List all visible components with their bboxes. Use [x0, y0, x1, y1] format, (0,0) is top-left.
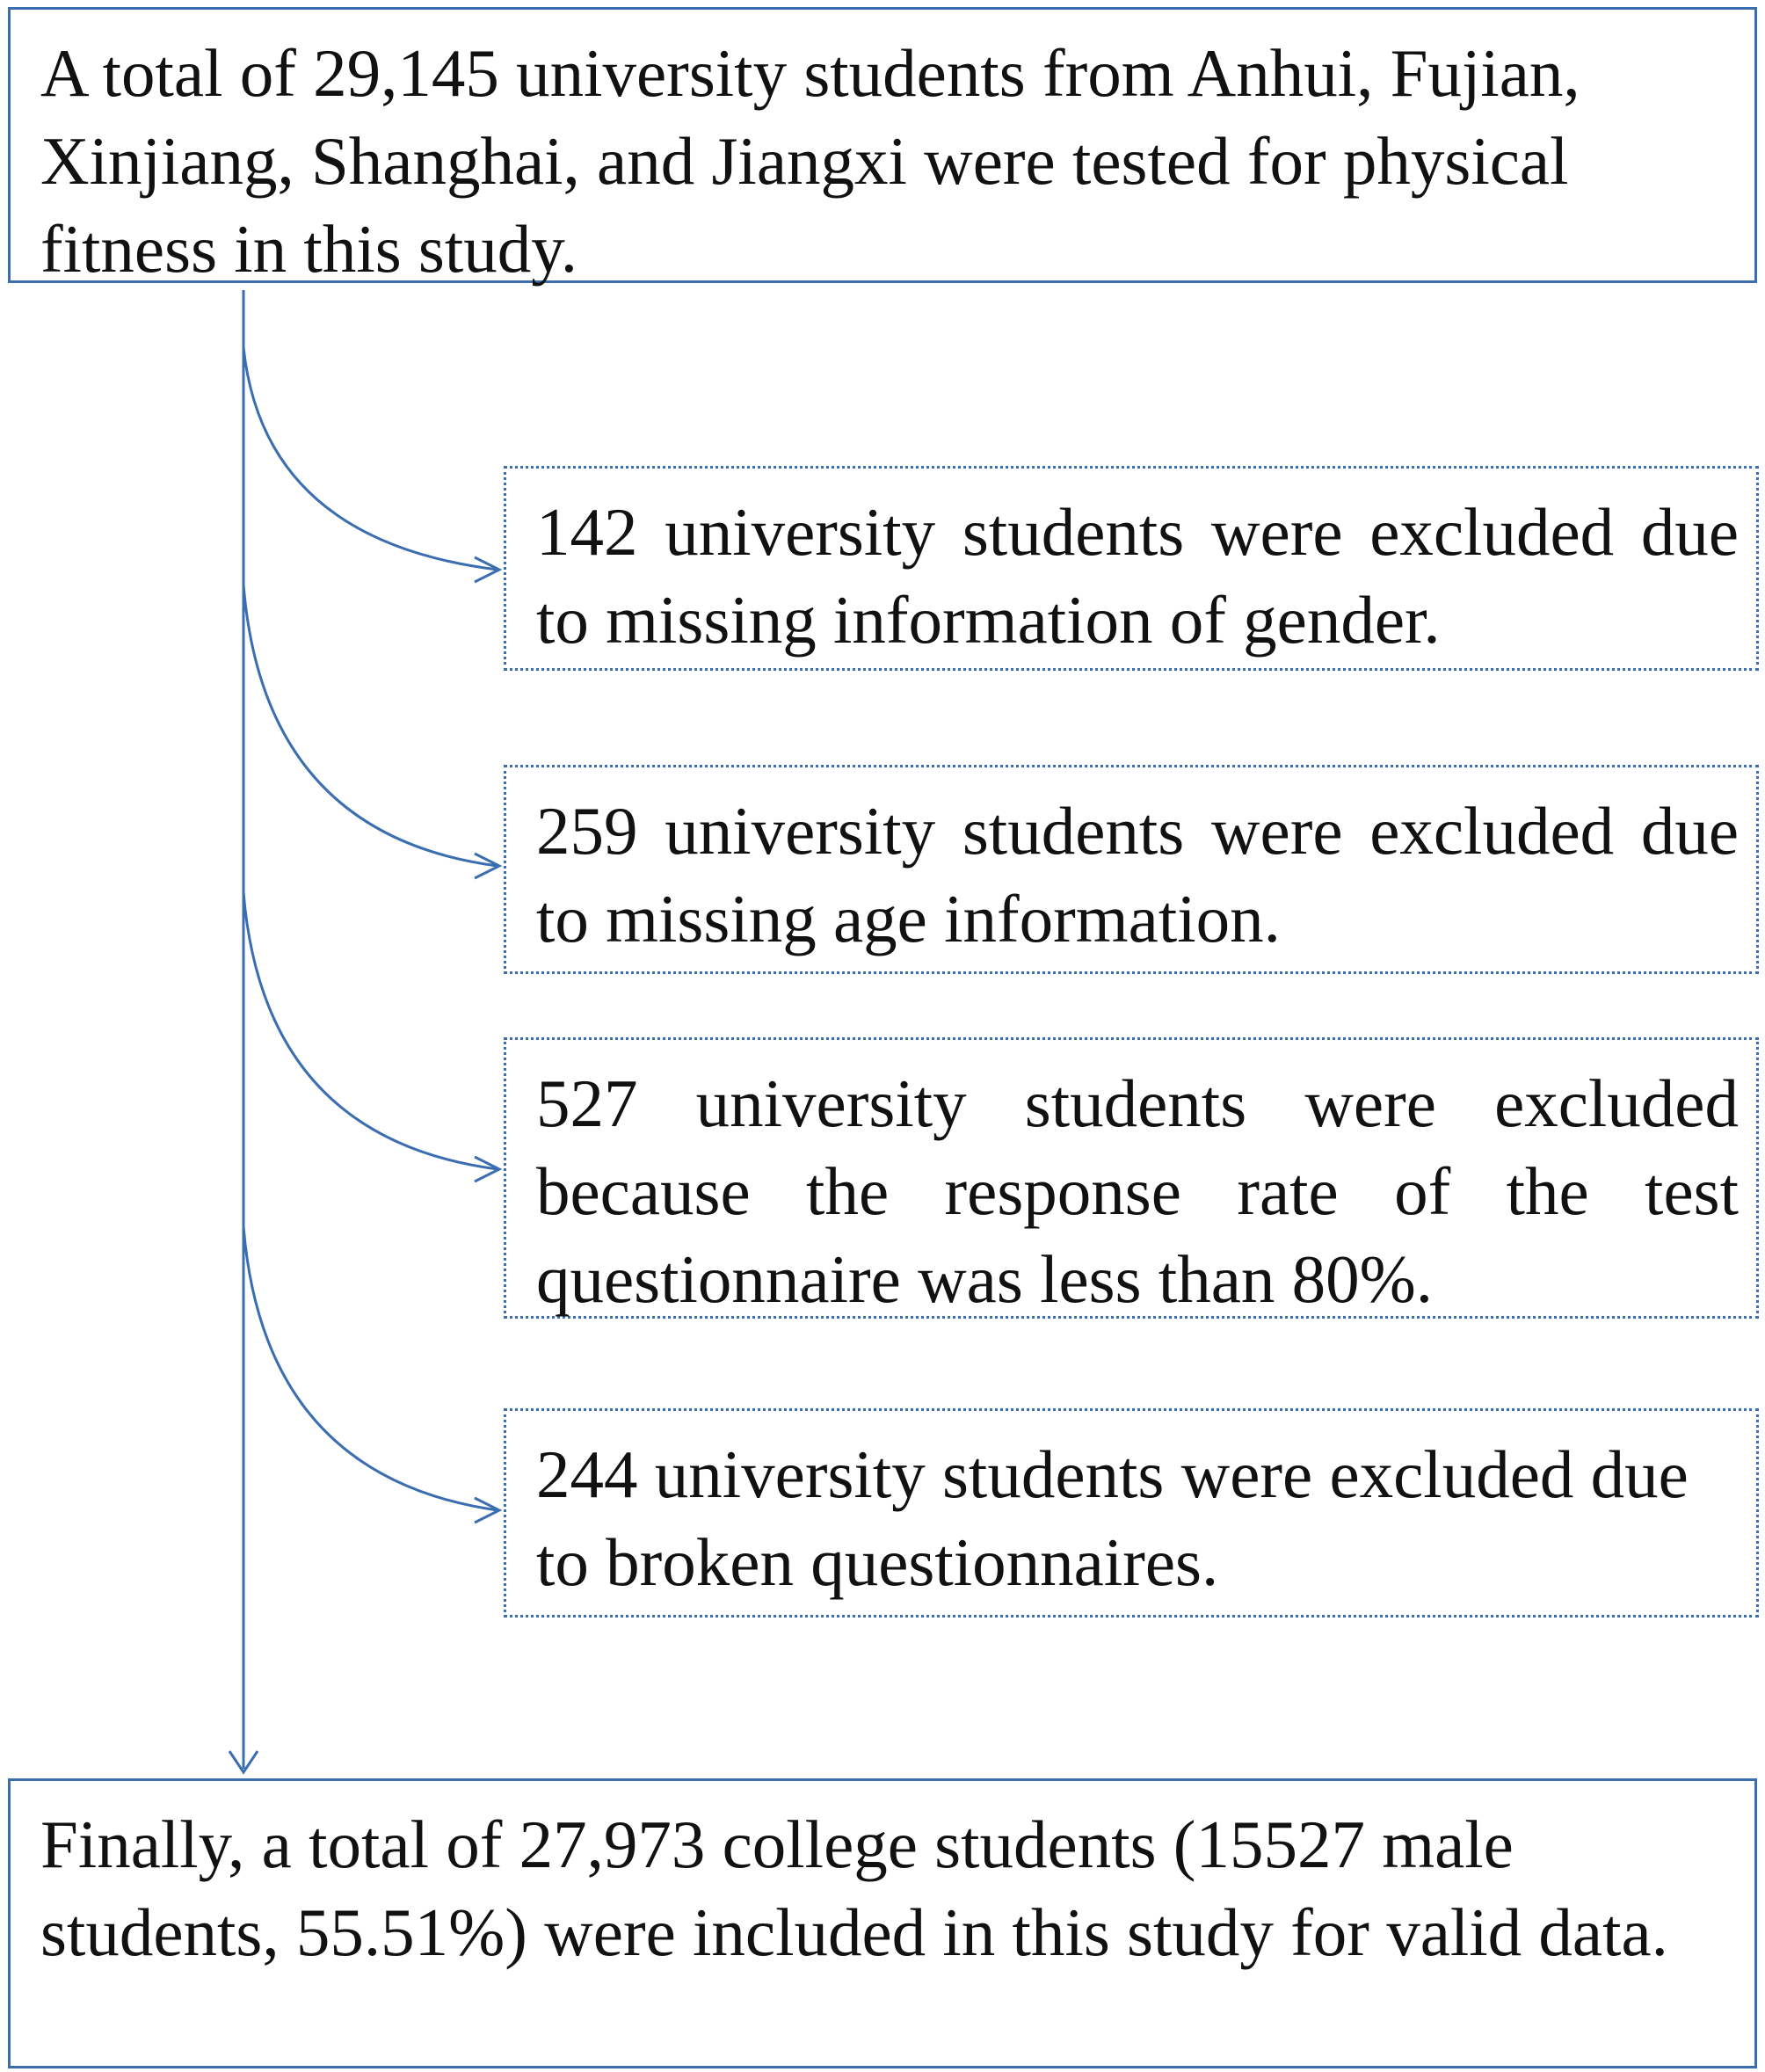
exclusion-box-age: 259 university students were excluded du… [504, 765, 1759, 974]
branch-arrow-4 [242, 1225, 498, 1512]
branch-arrowhead-2 [474, 852, 503, 880]
branch-arrow-2 [242, 584, 498, 868]
exclusion-box-broken: 244 university students were excluded du… [504, 1408, 1759, 1618]
exclusion-box-response-rate: 527 university students were excluded be… [504, 1037, 1759, 1319]
branch-arrowhead-3 [474, 1155, 503, 1183]
final-box-text: Finally, a total of 27,973 college stude… [40, 1807, 1668, 1970]
exclusion-text-broken: 244 university students were excluded du… [536, 1436, 1689, 1600]
branch-arrow-1 [242, 346, 498, 571]
branch-arrow-3 [242, 891, 498, 1171]
exclusion-text-gender: 142 university students were excluded du… [536, 494, 1739, 658]
start-box-text: A total of 29,145 university students fr… [40, 35, 1580, 287]
exclusion-box-gender: 142 university students were excluded du… [504, 466, 1759, 671]
exclusion-text-age: 259 university students were excluded du… [536, 793, 1739, 956]
start-box: A total of 29,145 university students fr… [8, 7, 1757, 287]
branch-arrowhead-4 [474, 1496, 503, 1524]
branch-arrowhead-1 [474, 556, 503, 584]
main-arrowhead [228, 1750, 259, 1775]
final-box: Finally, a total of 27,973 college stude… [8, 1778, 1757, 2068]
exclusion-text-response-rate: 527 university students were excluded be… [536, 1065, 1739, 1317]
